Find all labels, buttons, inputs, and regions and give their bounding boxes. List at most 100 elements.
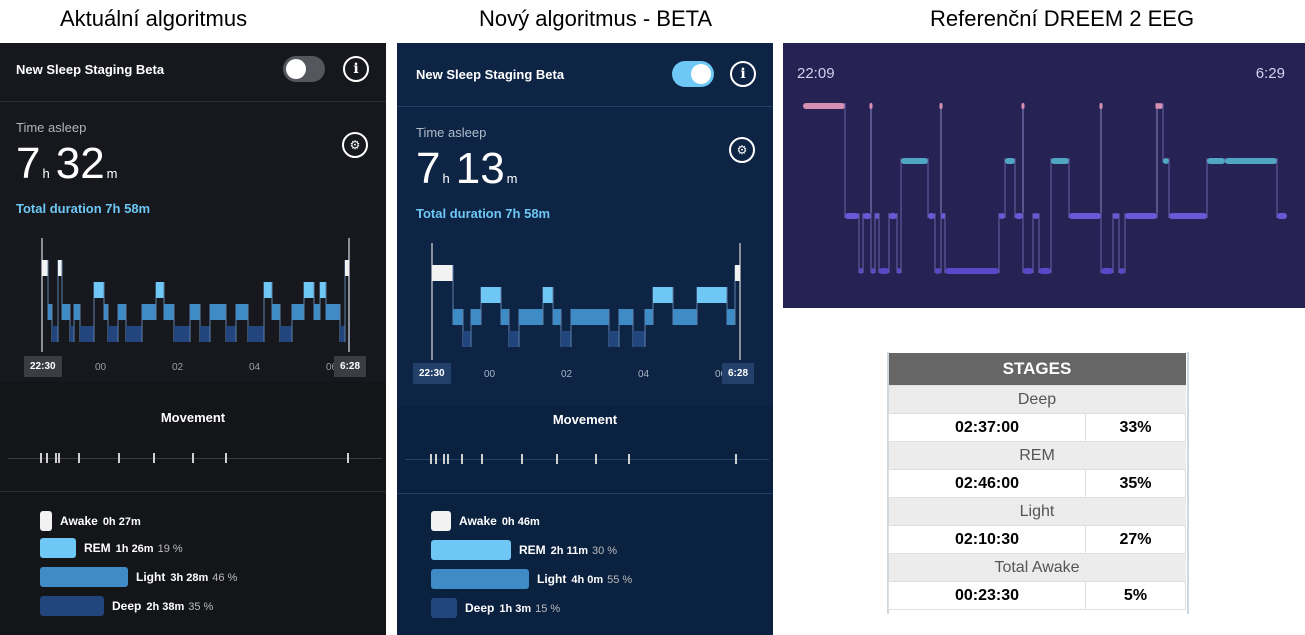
hypnogram-segment [320,282,326,298]
stage-time: 02:37:00 [888,413,1086,442]
legend-swatch [40,567,128,587]
sleep-staging-title: New Sleep Staging Beta [16,62,165,77]
hypnogram-segment [42,260,48,276]
axis-tick: 04 [638,369,650,380]
hypnogram-segment [272,304,280,320]
hypnogram-segment [471,309,481,325]
filter-icon[interactable]: ⚙ [342,132,368,158]
movement-tick [430,454,432,464]
hypnogram-segment [200,326,210,342]
dreem-segment [1033,213,1039,219]
hypnogram-segment [126,326,142,342]
legend-duration: 2h 38m [146,601,185,613]
hypnogram-segment [673,309,697,325]
dreem-awake-mark [1099,103,1103,109]
stage-time: 02:10:30 [888,525,1086,554]
hypnogram-segment [58,260,62,276]
time-axis: 22:30 00 02 04 06 6:28 [397,360,773,390]
time-asleep-value: 7 h 32 m [16,139,118,188]
dreem-hypnogram-chart [803,103,1287,274]
axis-tick: 02 [561,369,573,380]
beta-toggle[interactable] [672,61,714,87]
dreem-segment [1101,268,1113,274]
legend-text: Awake 0h 27m [60,514,141,528]
stage-label: Light [888,497,1186,526]
legend-percent: 55 % [607,574,633,586]
hypnogram-segment [314,304,320,320]
hypnogram-segment [519,309,543,325]
axis-tick: 06 [326,362,338,373]
end-time-label: 6:28 [722,363,755,384]
hypnogram-segment [236,304,248,320]
hypnogram-segment [48,304,52,320]
stage-percent: 5% [1084,581,1187,610]
dreem-segment [901,158,928,164]
heading-reference-dreem: Referenční DREEM 2 EEG [930,6,1195,31]
stage-time: 00:23:30 [888,581,1086,610]
hypnogram-segment [80,326,94,342]
axis-tick: 00 [95,362,107,373]
dreem-segment [1277,213,1287,219]
dreem-segment [845,213,859,219]
legend-swatch [40,538,76,558]
legend-percent: 19 % [157,543,183,555]
movement-tick [40,453,42,463]
movement-tick [735,454,737,464]
movement-tick [58,453,60,463]
hypnogram-segment [226,326,236,342]
dreem-start-time: 22:09 [797,65,835,82]
dreem-awake-mark [869,103,873,109]
dreem-segment [889,213,897,219]
legend-text: Deep 1h 3m 15 % [465,601,560,615]
legend-label: REM [84,541,111,555]
info-icon[interactable]: i [730,61,756,87]
legend-duration: 0h 46m [501,516,540,528]
hypnogram-segment [571,309,609,325]
dreem-segment [1005,158,1015,164]
movement-tick [521,454,523,464]
legend-text: Deep 2h 38m 35 % [112,599,213,613]
hypnogram-segment [108,326,118,342]
legend-duration: 2h 11m [550,545,588,557]
movement-tick [447,454,449,464]
hypnogram-segment [94,282,104,298]
hypnogram-segment [264,282,272,298]
movement-label: Movement [160,410,226,425]
stages-table: STAGES Deep 02:37:00 33% REM 02:46:00 35% … [888,353,1187,610]
hypnogram-segment [453,309,463,325]
dreem-segment [803,103,845,109]
hypnogram-segment [645,309,653,325]
stages-table-frame [887,352,1189,614]
legend-label: Light [136,570,166,584]
hypnogram-segment [70,326,74,342]
hypnogram-segment [142,304,156,320]
movement-tick [461,454,463,464]
dreem-segment [897,268,901,274]
movement-tick [347,453,349,463]
legend-duration: 0h 27m [102,516,141,528]
info-icon[interactable]: i [343,56,369,82]
legend-duration: 3h 28m [170,572,209,584]
hypnogram-segment [609,331,619,347]
movement-tick [78,453,80,463]
beta-toggle[interactable] [283,56,325,82]
dreem-segment [863,213,871,219]
start-time-label: 22:30 [413,363,451,384]
movement-tick [46,453,48,463]
legend-label: Deep [112,599,142,613]
dreem-segment [941,213,945,219]
movement-tick [556,454,558,464]
axis-tick: 06 [715,369,727,380]
legend-label: Light [537,572,567,586]
filter-icon[interactable]: ⚙ [729,137,755,163]
dreem-segment [1225,158,1277,164]
hypnogram-segment [156,282,164,298]
hypnogram-segment [304,282,314,298]
hypnogram-segment [735,265,740,281]
stage-percent: 27% [1084,525,1187,554]
movement-label: Movement [552,412,618,427]
dreem-segment [945,268,999,274]
dreem-segment [1169,213,1207,219]
dreem-end-time: 6:29 [1255,65,1285,82]
time-axis: 22:30 00 02 04 06 6:28 [0,352,386,382]
